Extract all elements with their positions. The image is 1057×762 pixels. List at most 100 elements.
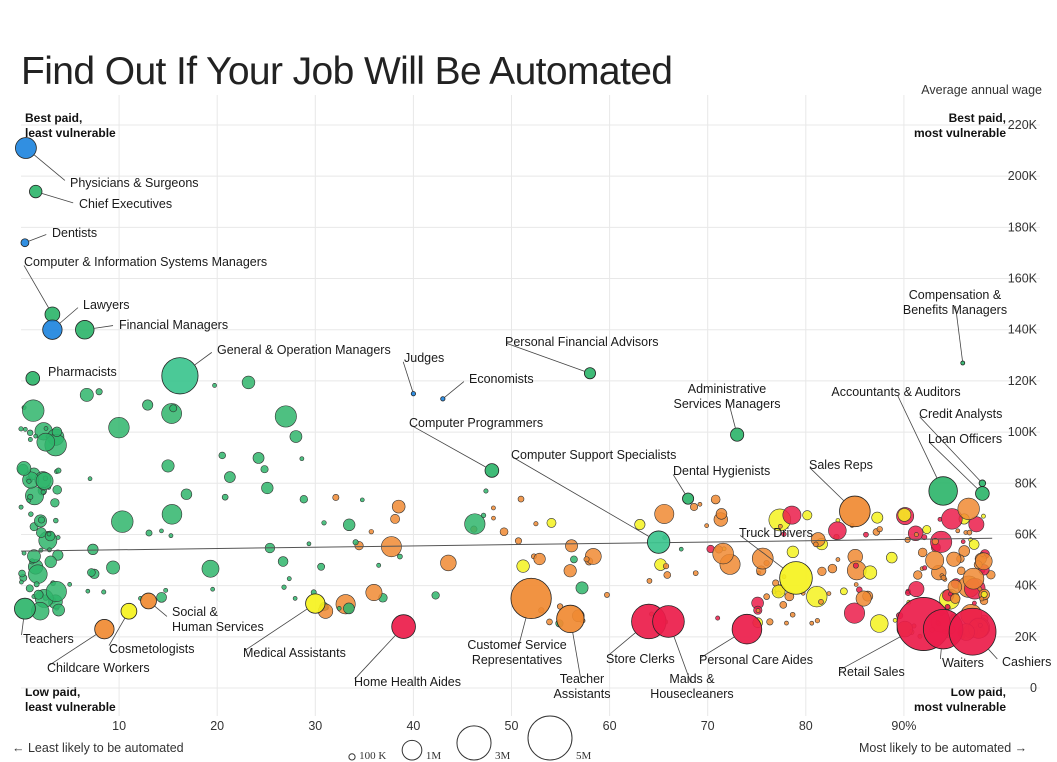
point-label-line: Personal Care Aides	[699, 653, 813, 667]
point-label-line: Computer & Information Systems Managers	[24, 255, 267, 269]
background-point	[52, 549, 64, 561]
background-point	[35, 472, 54, 490]
background-point	[480, 512, 487, 518]
point-label-line: Retail Sales	[838, 665, 905, 679]
background-point	[563, 564, 577, 578]
background-point	[925, 550, 945, 570]
background-point	[678, 546, 684, 552]
background-point	[766, 618, 774, 626]
background-point	[897, 508, 912, 522]
background-point	[977, 586, 983, 592]
leader-line	[41, 192, 74, 204]
point-label: Sales Reps	[809, 458, 873, 472]
background-point	[968, 539, 980, 550]
background-point	[336, 606, 342, 611]
point-label-line: Teacher	[560, 672, 604, 686]
background-point	[818, 598, 824, 605]
point-label: Physicians & Surgeons	[70, 176, 199, 190]
background-point	[986, 570, 996, 580]
point-pharmacists	[25, 371, 41, 386]
background-point	[19, 579, 24, 585]
x-tick-label: 70	[701, 719, 715, 733]
leader-line	[154, 605, 168, 617]
background-point	[180, 488, 193, 500]
y-tick-label: 120K	[1008, 374, 1038, 388]
background-point	[955, 528, 961, 534]
leader-line	[93, 325, 114, 329]
point-label: Store Clerks	[606, 652, 675, 666]
background-point	[224, 471, 236, 483]
background-points	[16, 375, 996, 641]
background-point	[930, 530, 953, 553]
point-label-line: Financial Managers	[119, 318, 228, 332]
background-point	[87, 543, 99, 555]
background-point	[277, 556, 289, 567]
page-title: Find Out If Your Job Will Be Automated	[21, 50, 673, 93]
background-point	[352, 539, 359, 546]
footer-left: ← Least likely to be automated	[12, 741, 184, 755]
point-label-line: Dental Hygienists	[673, 464, 770, 478]
point-physicians-surgeons	[15, 137, 37, 159]
point-label: General & Operation Managers	[217, 343, 391, 357]
leader-line	[955, 305, 963, 362]
leader-line	[28, 234, 47, 242]
background-point	[922, 525, 932, 534]
y-tick-label: 200K	[1008, 169, 1038, 183]
point-label: Financial Managers	[119, 318, 228, 332]
background-point	[45, 581, 67, 602]
leader-line	[33, 154, 66, 181]
leader-line	[839, 636, 901, 671]
background-point	[913, 532, 919, 537]
background-point	[397, 553, 403, 560]
background-point	[863, 565, 878, 580]
point-label: Loan Officers	[928, 432, 1002, 446]
background-point	[604, 592, 610, 598]
point-label: Personal Care Aides	[699, 653, 813, 667]
size-legend-label: 100 K	[359, 750, 386, 762]
background-point	[286, 576, 292, 582]
point-teachers	[14, 597, 36, 620]
x-tick-label: 80	[799, 719, 813, 733]
background-point	[261, 481, 274, 495]
background-point	[440, 554, 457, 572]
background-point	[491, 515, 496, 521]
point-label-line: Childcare Workers	[47, 661, 150, 675]
background-point	[33, 433, 38, 439]
background-point	[908, 581, 925, 598]
background-point	[565, 539, 578, 553]
background-point	[826, 591, 832, 596]
leader-line	[809, 467, 845, 502]
point-label: Administrative Services Managers	[674, 382, 781, 411]
point-dentists	[20, 238, 30, 248]
point-cosmetologists	[120, 602, 138, 620]
background-point	[28, 564, 48, 584]
point-medical-assistants	[305, 593, 326, 614]
background-point	[332, 494, 340, 501]
background-point	[704, 523, 709, 528]
point-label-line: Sales Reps	[809, 458, 873, 472]
point-label: Home Health Aides	[354, 675, 461, 689]
labeled-points	[14, 137, 997, 656]
point-label-line: Cashiers	[1002, 655, 1051, 669]
background-point	[715, 615, 721, 621]
leader-line	[444, 381, 465, 398]
point-home-health-aides	[391, 614, 416, 639]
background-point	[36, 432, 56, 452]
background-point	[53, 517, 59, 524]
x-tick-label: 40	[406, 719, 420, 733]
background-point	[781, 531, 787, 537]
x-tick-label: 20	[210, 719, 224, 733]
background-point	[47, 547, 52, 553]
grid	[21, 95, 1040, 716]
point-computer-information-systems-managers	[44, 306, 61, 323]
background-point	[87, 568, 96, 577]
background-point	[809, 620, 815, 626]
background-point	[343, 518, 356, 531]
background-point	[343, 602, 355, 615]
background-point	[971, 600, 977, 606]
point-label-line: Personal Financial Advisors	[505, 335, 659, 349]
leader-line	[517, 617, 527, 649]
y-tick-label: 60K	[1015, 527, 1038, 541]
background-point	[376, 562, 382, 568]
